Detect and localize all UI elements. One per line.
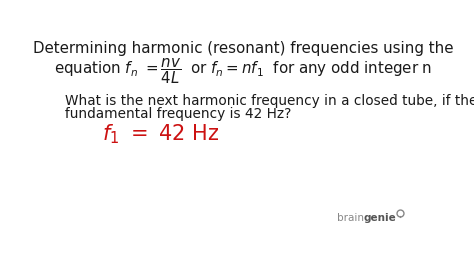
Text: What is the next harmonic frequency in a closeḋ tube, if the: What is the next harmonic frequency in a… <box>65 94 474 107</box>
Text: brain: brain <box>337 213 364 223</box>
Text: fundamental frequency is 42 Hz?: fundamental frequency is 42 Hz? <box>65 107 292 120</box>
Text: equation $f_n\ =\dfrac{nv}{4L}$  or $f_n = nf_1$  for any odd integer n: equation $f_n\ =\dfrac{nv}{4L}$ or $f_n … <box>54 57 432 86</box>
Text: genie: genie <box>363 213 396 223</box>
Text: Determining harmonic (resonant) frequencies using the: Determining harmonic (resonant) frequenc… <box>33 41 453 56</box>
Text: $f_1\ =\ 42\ \mathrm{Hz}$: $f_1\ =\ 42\ \mathrm{Hz}$ <box>102 123 219 146</box>
